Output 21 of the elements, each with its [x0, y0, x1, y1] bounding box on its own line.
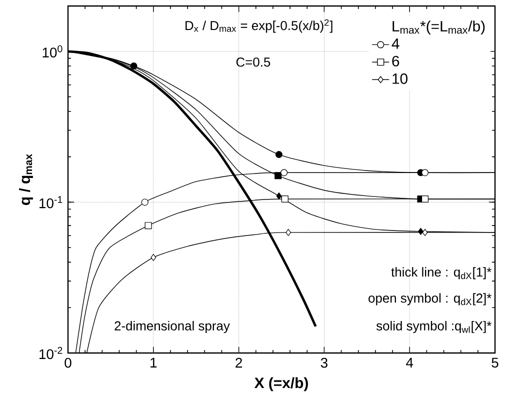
text: q / q$_{max}$ [19, 154, 33, 205]
x-axis-title: X (=x/b) [254, 377, 308, 392]
annotation: 2-dimensional spray [114, 320, 230, 334]
y-tick-label: 10$^{-2}$ [40, 346, 62, 360]
x-tick-label: 3 [320, 358, 328, 368]
annotation: solid symbol :q$_{wl}$[X]* [376, 320, 492, 334]
legend-label: 10 [392, 73, 408, 84]
annotation: C=0.5 [236, 58, 270, 67]
x-tick-label: 0 [64, 358, 72, 368]
annotation: open symbol : q$_{dX}$[2]* [368, 293, 492, 306]
legend-title: L$_{max}$*(=L$_{max}$/b) [392, 20, 485, 35]
x-tick-label: 2 [236, 358, 242, 368]
x-tick-label: 4 [406, 358, 414, 368]
y-tick-label: 10$^{0}$ [42, 45, 62, 58]
x-tick-label: 1 [150, 358, 157, 368]
annotation: thick line : q$_{dX}$[1]* [391, 267, 492, 280]
legend-label: 4 [392, 38, 400, 49]
x-tick-label: 5 [492, 358, 498, 368]
legend-label: 6 [392, 56, 400, 66]
annotation: D$_{x}$ / D$_{max}$ = exp[-0.5(x/b)$^{2}$] [186, 19, 332, 33]
y-tick-label: 10$^{-1}$ [40, 196, 62, 208]
